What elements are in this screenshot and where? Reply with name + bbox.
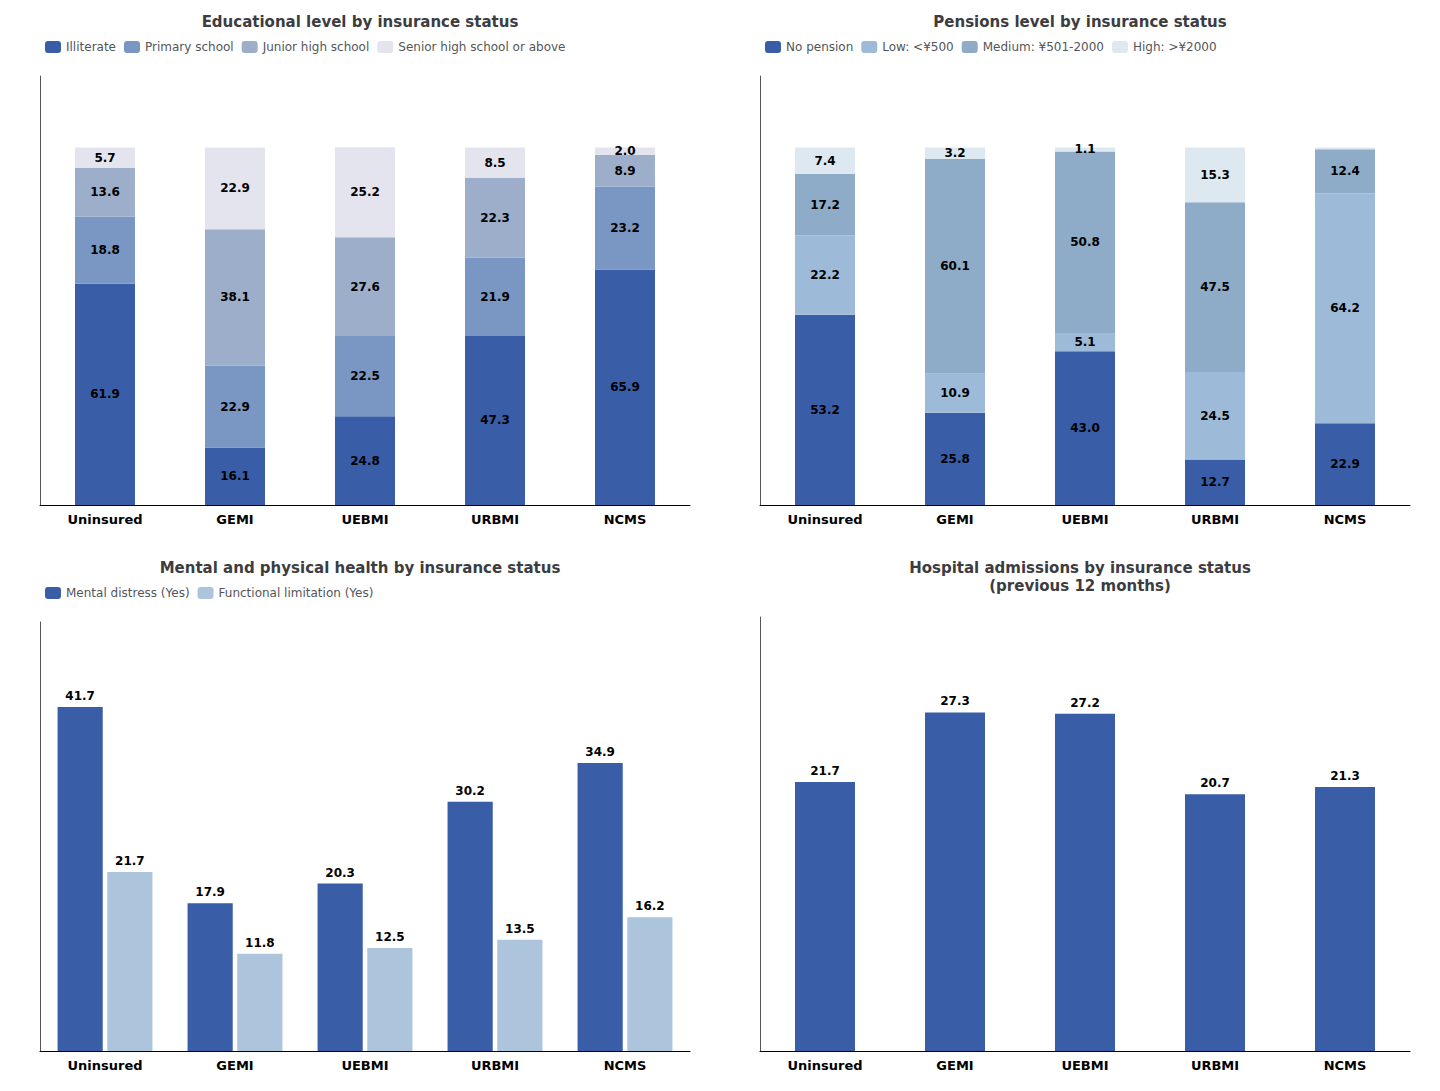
svg-text:Educational level by insurance: Educational level by insurance status [202,13,519,31]
svg-text:43.0: 43.0 [1070,421,1100,435]
svg-text:13.5: 13.5 [505,921,535,935]
svg-text:Uninsured: Uninsured [787,512,862,527]
svg-text:URBMI: URBMI [1191,1058,1239,1073]
svg-text:12.5: 12.5 [375,929,405,943]
svg-text:Mental distress (Yes): Mental distress (Yes) [66,586,190,600]
svg-text:25.2: 25.2 [350,185,380,199]
svg-text:21.3: 21.3 [1330,768,1360,782]
svg-text:Hospital admissions by insuran: Hospital admissions by insurance status [909,559,1251,577]
svg-text:GEMI: GEMI [936,1058,973,1073]
svg-text:30.2: 30.2 [455,783,485,797]
svg-text:Primary school: Primary school [145,40,234,54]
svg-text:NCMS: NCMS [1324,1058,1367,1073]
svg-text:22.3: 22.3 [480,211,510,225]
svg-text:Low: <¥500: Low: <¥500 [882,40,953,54]
svg-text:22.5: 22.5 [350,369,380,383]
svg-text:50.8: 50.8 [1070,235,1100,249]
svg-text:47.5: 47.5 [1200,280,1230,294]
svg-text:5.7: 5.7 [94,151,115,165]
svg-text:NCMS: NCMS [604,1058,647,1073]
svg-text:UEBMI: UEBMI [1061,512,1108,527]
svg-text:12.4: 12.4 [1330,164,1360,178]
svg-text:8.9: 8.9 [614,164,635,178]
svg-text:Mental and physical health by: Mental and physical health by insurance … [160,559,561,577]
svg-text:NCMS: NCMS [604,512,647,527]
svg-text:23.2: 23.2 [610,221,640,235]
svg-text:22.9: 22.9 [220,400,250,414]
svg-text:61.9: 61.9 [90,387,120,401]
svg-text:(previous 12 months): (previous 12 months) [989,577,1171,595]
svg-text:Uninsured: Uninsured [67,512,142,527]
svg-text:17.2: 17.2 [810,198,840,212]
svg-text:17.9: 17.9 [195,885,225,899]
svg-text:20.7: 20.7 [1200,776,1230,790]
svg-text:UEBMI: UEBMI [1061,1058,1108,1073]
svg-text:Illiterate: Illiterate [66,40,116,54]
svg-text:Medium: ¥501-2000: Medium: ¥501-2000 [983,40,1104,54]
svg-text:GEMI: GEMI [216,512,253,527]
svg-text:24.8: 24.8 [350,454,380,468]
svg-text:34.9: 34.9 [585,745,615,759]
svg-text:21.9: 21.9 [480,290,510,304]
svg-text:22.2: 22.2 [810,268,840,282]
svg-text:20.3: 20.3 [325,865,355,879]
svg-text:11.8: 11.8 [245,935,275,949]
svg-text:8.5: 8.5 [484,156,505,170]
svg-text:60.1: 60.1 [940,259,970,273]
svg-text:47.3: 47.3 [480,413,510,427]
svg-text:27.6: 27.6 [350,280,380,294]
svg-text:21.7: 21.7 [115,853,145,867]
svg-text:65.9: 65.9 [610,380,640,394]
svg-text:High: >¥2000: High: >¥2000 [1133,40,1217,54]
svg-text:27.2: 27.2 [1070,695,1100,709]
svg-text:Functional limitation (Yes): Functional limitation (Yes) [219,586,374,600]
svg-text:URBMI: URBMI [1191,512,1239,527]
svg-text:53.2: 53.2 [810,403,840,417]
svg-text:3.2: 3.2 [944,146,965,160]
svg-text:GEMI: GEMI [216,1058,253,1073]
svg-text:21.7: 21.7 [810,763,840,777]
svg-text:5.1: 5.1 [1074,335,1095,349]
svg-text:Pensions level by insurance st: Pensions level by insurance status [933,13,1226,31]
svg-text:Senior high school or above: Senior high school or above [398,40,565,54]
svg-text:1.1: 1.1 [1074,142,1095,156]
svg-text:UEBMI: UEBMI [341,1058,388,1073]
svg-text:Uninsured: Uninsured [67,1058,142,1073]
svg-text:24.5: 24.5 [1200,409,1230,423]
svg-text:No pension: No pension [786,40,853,54]
svg-text:2.0: 2.0 [614,144,635,158]
svg-text:UEBMI: UEBMI [341,512,388,527]
svg-text:27.3: 27.3 [940,694,970,708]
svg-text:64.2: 64.2 [1330,301,1360,315]
svg-text:GEMI: GEMI [936,512,973,527]
svg-text:16.2: 16.2 [635,899,665,913]
svg-text:25.8: 25.8 [940,452,970,466]
svg-text:22.9: 22.9 [220,181,250,195]
svg-text:13.6: 13.6 [90,185,120,199]
svg-text:NCMS: NCMS [1324,512,1367,527]
svg-text:Uninsured: Uninsured [787,1058,862,1073]
svg-text:18.8: 18.8 [90,243,120,257]
svg-text:10.9: 10.9 [940,386,970,400]
svg-text:URBMI: URBMI [471,1058,519,1073]
svg-text:38.1: 38.1 [220,290,250,304]
svg-text:12.7: 12.7 [1200,475,1230,489]
svg-text:Junior high school: Junior high school [262,40,370,54]
svg-text:41.7: 41.7 [65,688,95,702]
svg-text:7.4: 7.4 [814,154,835,168]
svg-text:URBMI: URBMI [471,512,519,527]
svg-text:16.1: 16.1 [220,469,250,483]
svg-text:15.3: 15.3 [1200,168,1230,182]
svg-text:22.9: 22.9 [1330,457,1360,471]
